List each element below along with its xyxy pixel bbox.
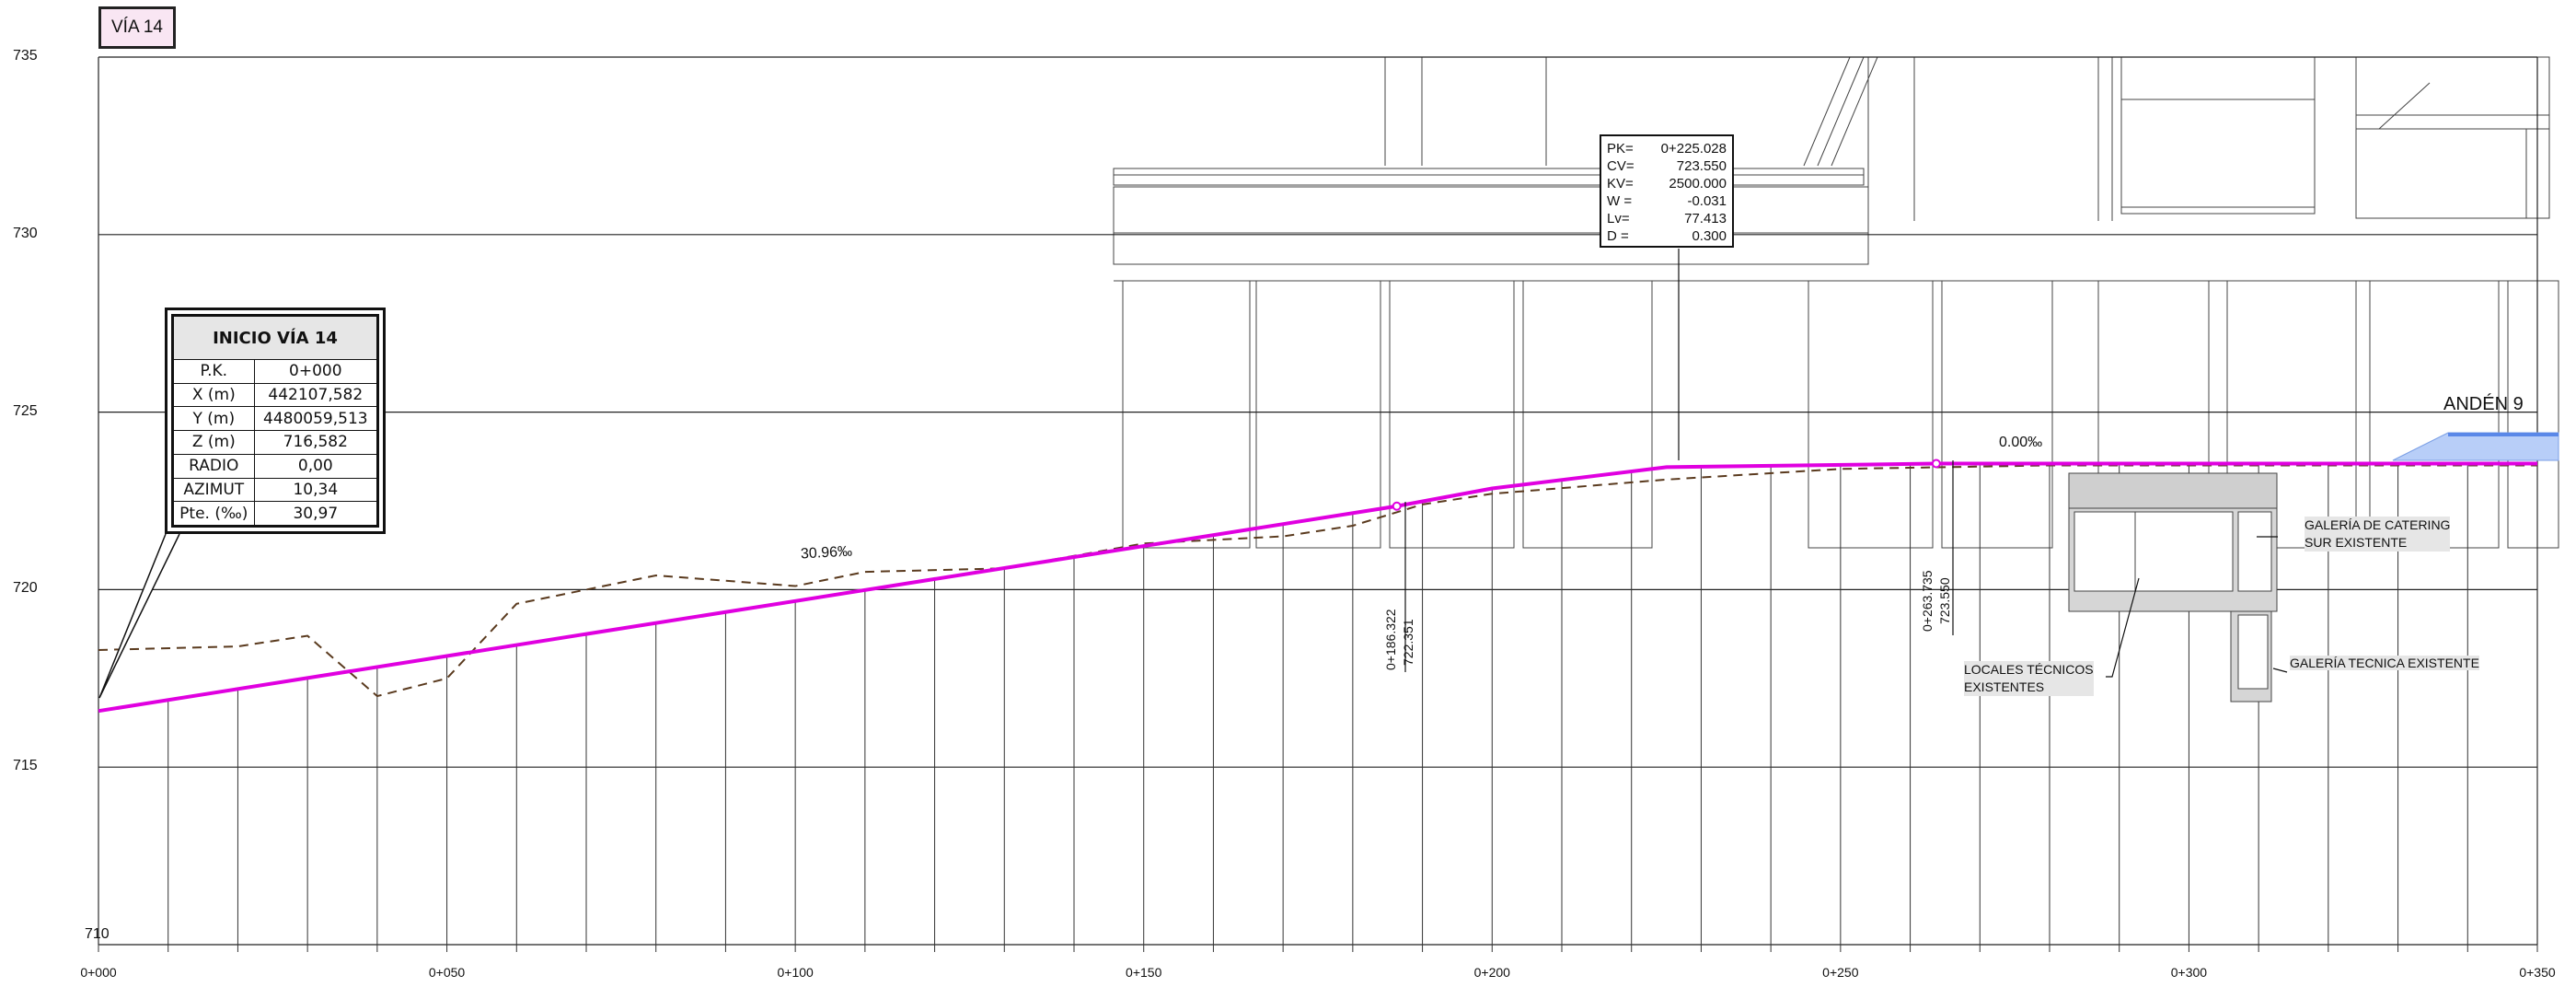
slope-label-1: 30.96‰ — [800, 543, 853, 563]
profile-series — [98, 459, 2537, 714]
locales-label: LOCALES TÉCNICOS EXISTENTES — [1964, 661, 2094, 696]
vc-value: -0.031 — [1687, 193, 1727, 209]
y-tick-label: 725 — [13, 402, 38, 419]
x-tick-label: 0+350 — [2519, 965, 2556, 980]
point-pk: 0+186.322 — [1383, 609, 1398, 670]
vc-key: W = — [1607, 193, 1633, 209]
vc-value: 723.550 — [1676, 158, 1727, 174]
existing-structures — [1113, 56, 2559, 549]
vc-key: Lv= — [1607, 211, 1630, 226]
vc-value: 2500.000 — [1669, 176, 1727, 192]
rasante-line — [98, 461, 2537, 714]
curve-point — [1931, 459, 1941, 469]
info-key: Z (m) — [173, 430, 255, 455]
vc-key: D = — [1607, 228, 1629, 244]
info-value: 442107,582 — [253, 382, 378, 408]
point-pk: 0+263.735 — [1920, 570, 1935, 632]
info-key: Y (m) — [173, 406, 255, 432]
x-tick-label: 0+000 — [80, 965, 117, 980]
locales-line: EXISTENTES — [1964, 679, 2045, 694]
galeria-catering-line: GALERÍA DE CATERING — [2305, 517, 2451, 532]
y-tick-label: 720 — [13, 580, 38, 597]
vc-key: KV= — [1607, 176, 1634, 192]
info-value: 716,582 — [253, 430, 378, 455]
y-tick-label: 710 — [85, 926, 110, 942]
info-key: RADIO — [173, 453, 255, 479]
start-info-title: INICIO VÍA 14 — [173, 316, 377, 360]
grid — [98, 56, 2538, 946]
point-pk-2: 0+263.735 — [1920, 570, 1935, 632]
station-lines — [98, 463, 2538, 952]
info-key: P.K. — [173, 359, 255, 384]
vc-value: 77.413 — [1684, 211, 1727, 226]
point-z: 722.351 — [1401, 619, 1415, 666]
x-tick-label: 0+050 — [428, 965, 466, 980]
y-tick-label: 730 — [13, 225, 38, 241]
vc-key: PK= — [1607, 141, 1634, 157]
info-value: 0,00 — [253, 453, 378, 479]
slope-label-2: 0.00‰ — [1999, 435, 2043, 450]
existing-galleries — [2068, 432, 2559, 703]
terreno-line — [98, 464, 2537, 698]
info-key: Pte. (‰) — [173, 501, 255, 526]
y-tick-label: 715 — [13, 758, 38, 774]
galeria-tecnica-label: GALERÍA TECNICA EXISTENTE — [2290, 656, 2479, 670]
vc-value: 0+225.028 — [1660, 141, 1727, 157]
curve-point — [1392, 501, 1402, 511]
x-tick-label: 0+150 — [1126, 965, 1162, 980]
info-value: 10,34 — [253, 477, 378, 503]
info-value: 30,97 — [253, 501, 378, 526]
track-title: VÍA 14 — [98, 6, 176, 49]
galeria-catering-line: SUR EXISTENTE — [2305, 535, 2408, 550]
x-tick-label: 0+200 — [1473, 965, 1510, 980]
vertical-curve-box: PK= 0+225.028 CV= 723.550 KV= 2500.000 W = -… — [1600, 134, 1734, 248]
point-z-2: 723.550 — [1937, 577, 1953, 624]
locales-line: LOCALES TÉCNICOS — [1964, 662, 2094, 677]
leader-lines — [1404, 249, 2288, 678]
point-z-1: 722.351 — [1401, 619, 1416, 666]
point-z: 723.550 — [1937, 577, 1952, 624]
x-tick-label: 0+300 — [2170, 965, 2208, 980]
galeria-catering-label: GALERÍA DE CATERING SUR EXISTENTE — [2305, 517, 2451, 552]
info-key: AZIMUT — [173, 477, 255, 503]
y-tick-label: 735 — [13, 48, 38, 64]
point-pk-1: 0+186.322 — [1383, 609, 1399, 670]
anden-label: ANDÉN 9 — [2443, 394, 2524, 414]
start-callout — [98, 533, 180, 699]
info-key: X (m) — [173, 382, 255, 408]
vc-key: CV= — [1607, 158, 1635, 174]
x-tick-label: 0+250 — [1822, 965, 1859, 980]
vc-value: 0.300 — [1692, 228, 1727, 244]
start-info-table: INICIO VÍA 14 P.K. 0+000 X (m) 442107,582 … — [165, 308, 386, 534]
info-value: 4480059,513 — [253, 406, 378, 432]
info-value: 0+000 — [253, 359, 378, 384]
x-tick-label: 0+100 — [777, 965, 814, 980]
